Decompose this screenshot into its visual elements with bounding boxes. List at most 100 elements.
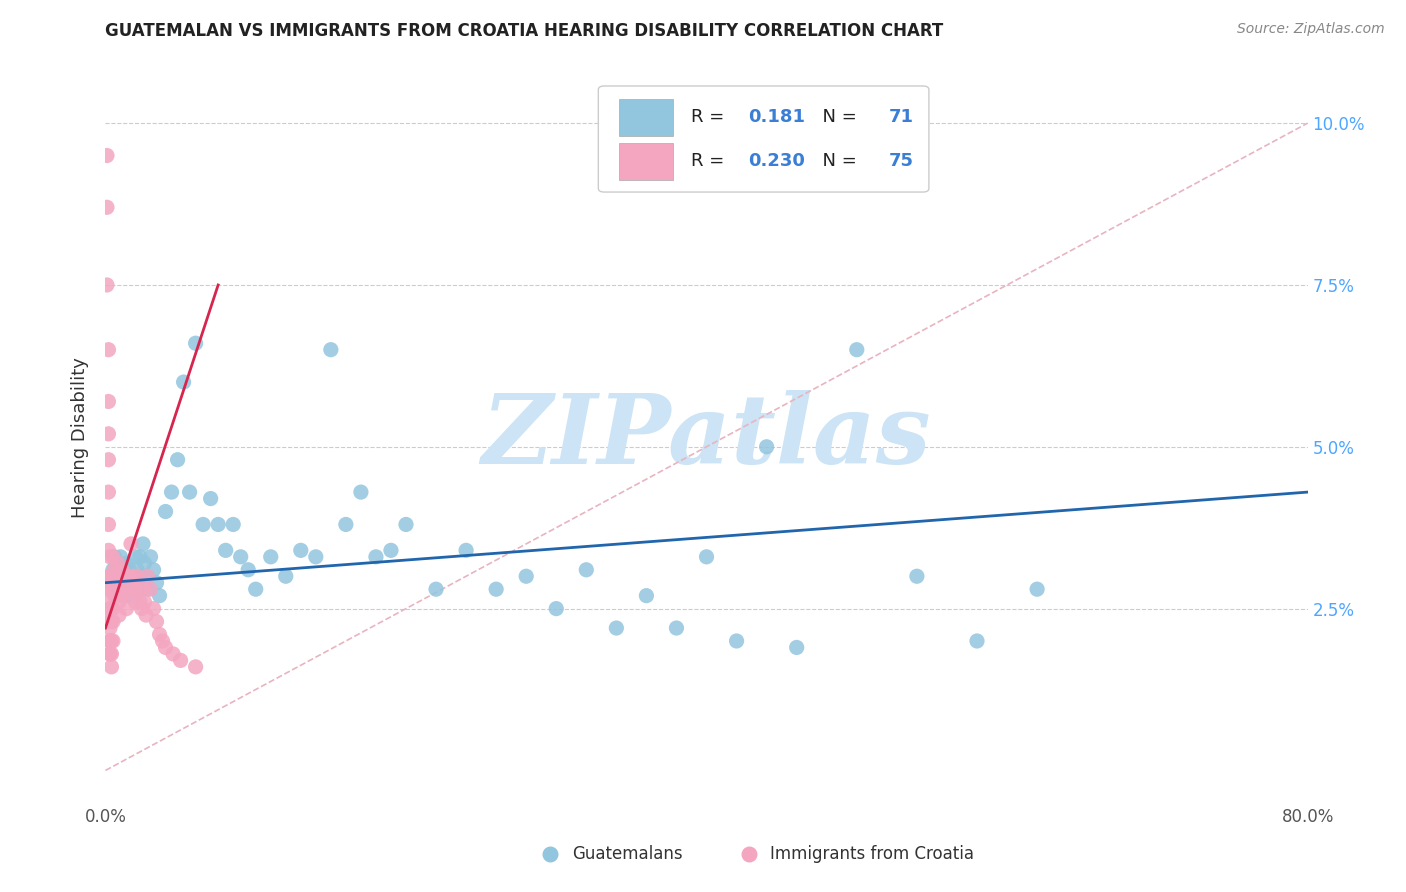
Point [101, 582, 124, 597]
Point [107, 582, 129, 597]
Point [129, 549, 152, 564]
Point [122, 582, 145, 597]
Point [131, 601, 153, 615]
Point [112, 575, 135, 590]
Point [145, 575, 167, 590]
Point [152, 634, 174, 648]
Point [114, 589, 136, 603]
Point [97, 569, 120, 583]
Point [115, 601, 138, 615]
Point [169, 653, 191, 667]
Point [125, 569, 148, 583]
Point [485, 582, 508, 597]
Point [97, 517, 120, 532]
Point [139, 582, 162, 597]
Point [107, 557, 129, 571]
Text: GUATEMALAN VS IMMIGRANTS FROM CROATIA HEARING DISABILITY CORRELATION CHART: GUATEMALAN VS IMMIGRANTS FROM CROATIA HE… [105, 22, 943, 40]
Point [98, 621, 121, 635]
Point [108, 595, 131, 609]
Point [134, 595, 156, 609]
Text: 0.230: 0.230 [748, 153, 806, 170]
Point [128, 582, 150, 597]
Point [260, 549, 283, 564]
Point [966, 634, 988, 648]
Point [101, 634, 124, 648]
Point [97, 343, 120, 357]
Point [725, 634, 748, 648]
Text: 0.181: 0.181 [748, 109, 806, 127]
Point [214, 543, 236, 558]
Text: 71: 71 [889, 109, 914, 127]
Point [111, 563, 134, 577]
Point [207, 517, 229, 532]
Point [155, 640, 177, 655]
Text: Guatemalans: Guatemalans [572, 845, 682, 863]
Point [103, 575, 125, 590]
Point [546, 601, 568, 615]
Point [229, 549, 252, 564]
Text: 75: 75 [889, 153, 914, 170]
Point [454, 543, 477, 558]
Point [103, 589, 125, 603]
Point [145, 615, 167, 629]
Point [665, 621, 688, 635]
Point [575, 563, 598, 577]
Point [184, 660, 207, 674]
Point [104, 569, 127, 583]
Point [98, 647, 121, 661]
Point [128, 582, 150, 597]
Text: N =: N = [811, 109, 863, 127]
Point [132, 582, 155, 597]
Point [97, 582, 120, 597]
Point [96, 277, 118, 292]
Point [148, 627, 170, 641]
Point [380, 543, 402, 558]
Point [124, 595, 146, 609]
Point [108, 582, 131, 597]
Point [117, 575, 139, 590]
Point [97, 485, 120, 500]
Point [98, 549, 121, 564]
Point [160, 485, 183, 500]
Point [100, 601, 122, 615]
Point [845, 343, 868, 357]
Point [112, 563, 135, 577]
Point [101, 563, 124, 577]
Point [110, 549, 132, 564]
Point [97, 543, 120, 558]
Point [122, 582, 145, 597]
Point [110, 575, 132, 590]
Point [184, 336, 207, 351]
Point [364, 549, 387, 564]
Point [107, 557, 129, 571]
Point [135, 608, 157, 623]
Point [605, 621, 627, 635]
Point [786, 640, 808, 655]
Point [97, 426, 120, 441]
Point [96, 148, 118, 162]
Point [905, 569, 928, 583]
Point [162, 647, 184, 661]
Point [179, 485, 201, 500]
Point [104, 569, 127, 583]
Text: Immigrants from Croatia: Immigrants from Croatia [770, 845, 974, 863]
Point [118, 582, 141, 597]
Text: ZIPatlas: ZIPatlas [482, 390, 931, 484]
Point [101, 549, 124, 564]
Point [97, 608, 120, 623]
Point [101, 615, 124, 629]
Point [98, 634, 121, 648]
Point [142, 601, 165, 615]
Point [100, 647, 122, 661]
Point [115, 557, 138, 571]
Text: N =: N = [811, 153, 863, 170]
FancyBboxPatch shape [599, 86, 929, 192]
Text: R =: R = [690, 153, 730, 170]
Point [98, 569, 121, 583]
Text: R =: R = [690, 109, 730, 127]
Point [110, 575, 132, 590]
Y-axis label: Hearing Disability: Hearing Disability [70, 357, 89, 517]
Point [104, 582, 127, 597]
Point [101, 569, 124, 583]
Text: Source: ZipAtlas.com: Source: ZipAtlas.com [1237, 22, 1385, 37]
